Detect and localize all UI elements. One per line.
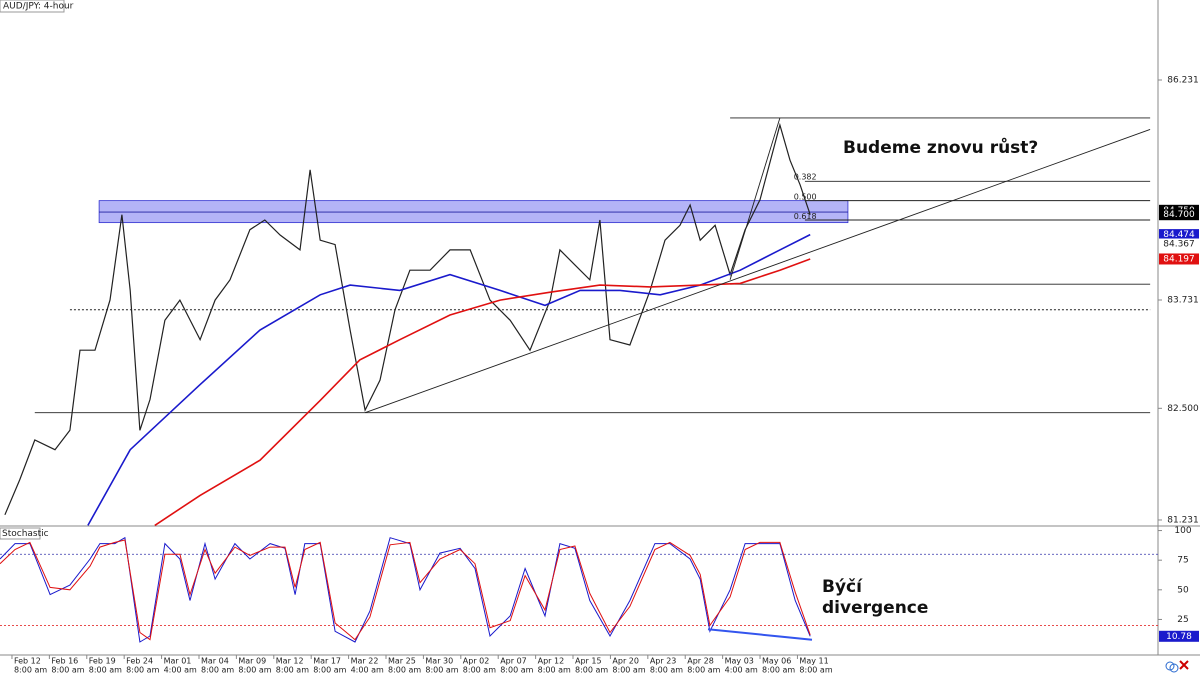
stoch-tick-label: 25 <box>1177 615 1188 625</box>
x-tick-label: Mar 09 <box>238 657 266 666</box>
stoch-tick-label: 100 <box>1174 526 1191 536</box>
x-tick-label: Mar 25 <box>388 657 416 666</box>
x-tick-label: Mar 30 <box>425 657 453 666</box>
y-tick-label: 82.500 <box>1167 404 1199 414</box>
stoch-tag <box>1159 630 1199 642</box>
x-tick-time: 8:00 am <box>276 666 309 675</box>
stoch-tag-label: 10.78 <box>1166 632 1192 642</box>
stochastic-line <box>0 536 811 643</box>
x-tick-time: 8:00 am <box>575 666 608 675</box>
annotation: Býčí <box>822 577 863 597</box>
y-tick-label: 86.231 <box>1167 75 1199 85</box>
price-tag-label: 84.700 <box>1163 210 1195 220</box>
x-tick-label: Apr 15 <box>575 657 602 666</box>
title-box <box>0 0 65 13</box>
x-tick-time: 8:00 am <box>388 666 421 675</box>
support-zone <box>98 200 849 224</box>
x-tick-time: 8:00 am <box>463 666 496 675</box>
x-tick-time: 8:00 am <box>650 666 683 675</box>
trendline <box>729 117 781 280</box>
x-tick-label: Feb 19 <box>89 657 116 666</box>
stoch-title: Stochastic <box>2 529 49 539</box>
x-tick-label: Apr 23 <box>650 657 677 666</box>
price-tag <box>1159 253 1199 265</box>
x-tick-time: 8:00 am <box>14 666 47 675</box>
stochastic-line <box>0 539 811 641</box>
stoch-title-box <box>0 527 41 540</box>
x-tick-time: 8:00 am <box>762 666 795 675</box>
fib-label: 0.618 <box>794 212 817 221</box>
x-tick-time: 8:00 am <box>612 666 645 675</box>
x-tick-label: May 06 <box>762 657 791 666</box>
price-line <box>4 122 811 516</box>
x-tick-time: 8:00 am <box>51 666 84 675</box>
annotation: Budeme znovu růst? <box>843 136 1038 158</box>
moving-average <box>154 258 811 527</box>
x-tick-time: 8:00 am <box>425 666 458 675</box>
x-tick-label: Apr 02 <box>463 657 490 666</box>
x-tick-label: Mar 01 <box>164 657 192 666</box>
x-tick-time: 8:00 am <box>500 666 533 675</box>
annotation: divergence <box>822 598 928 618</box>
price-tag-label: 84.367 <box>1163 240 1195 250</box>
toolbar-icons[interactable] <box>1165 660 1189 673</box>
x-tick-label: May 03 <box>725 657 754 666</box>
x-tick-time: 8:00 am <box>201 666 234 675</box>
x-tick-time: 8:00 am <box>126 666 159 675</box>
price-tag <box>1159 238 1199 250</box>
x-tick-time: 8:00 am <box>799 666 832 675</box>
x-tick-time: 8:00 am <box>238 666 271 675</box>
trendline <box>364 128 1151 414</box>
x-tick-label: Feb 24 <box>126 657 153 666</box>
price-tag-label: 84.474 <box>1163 230 1195 240</box>
x-tick-time: 8:00 am <box>687 666 720 675</box>
y-tick-label: 81.231 <box>1167 515 1199 525</box>
x-tick-time: 4:00 am <box>164 666 197 675</box>
price-tag <box>1159 209 1199 221</box>
price-tag <box>1159 229 1199 241</box>
fib-label: 0.382 <box>794 172 817 181</box>
x-tick-label: Mar 22 <box>351 657 379 666</box>
divergence-line <box>707 628 813 641</box>
stoch-tick-label: 50 <box>1177 585 1189 595</box>
x-tick-label: Feb 12 <box>14 657 41 666</box>
x-tick-label: Mar 17 <box>313 657 341 666</box>
x-tick-label: Mar 04 <box>201 657 229 666</box>
x-tick-label: Apr 20 <box>612 657 639 666</box>
x-tick-label: Mar 12 <box>276 657 304 666</box>
x-tick-label: Apr 28 <box>687 657 714 666</box>
x-tick-time: 8:00 am <box>538 666 571 675</box>
x-tick-label: May 11 <box>799 657 828 666</box>
y-tick-label: 83.731 <box>1167 295 1199 305</box>
price-tag-label: 84.197 <box>1163 254 1195 264</box>
x-tick-time: 4:00 am <box>725 666 758 675</box>
x-tick-time: 8:00 am <box>89 666 122 675</box>
x-tick-label: Feb 16 <box>51 657 78 666</box>
fib-label: 0.500 <box>794 193 817 202</box>
x-tick-time: 8:00 am <box>313 666 346 675</box>
x-tick-time: 4:00 am <box>351 666 384 675</box>
chart-title: AUD/JPY: 4-hour <box>3 2 74 12</box>
stoch-tick-label: 75 <box>1177 556 1188 566</box>
x-tick-label: Apr 07 <box>500 657 527 666</box>
x-tick-label: Apr 12 <box>538 657 565 666</box>
moving-average <box>87 233 811 526</box>
